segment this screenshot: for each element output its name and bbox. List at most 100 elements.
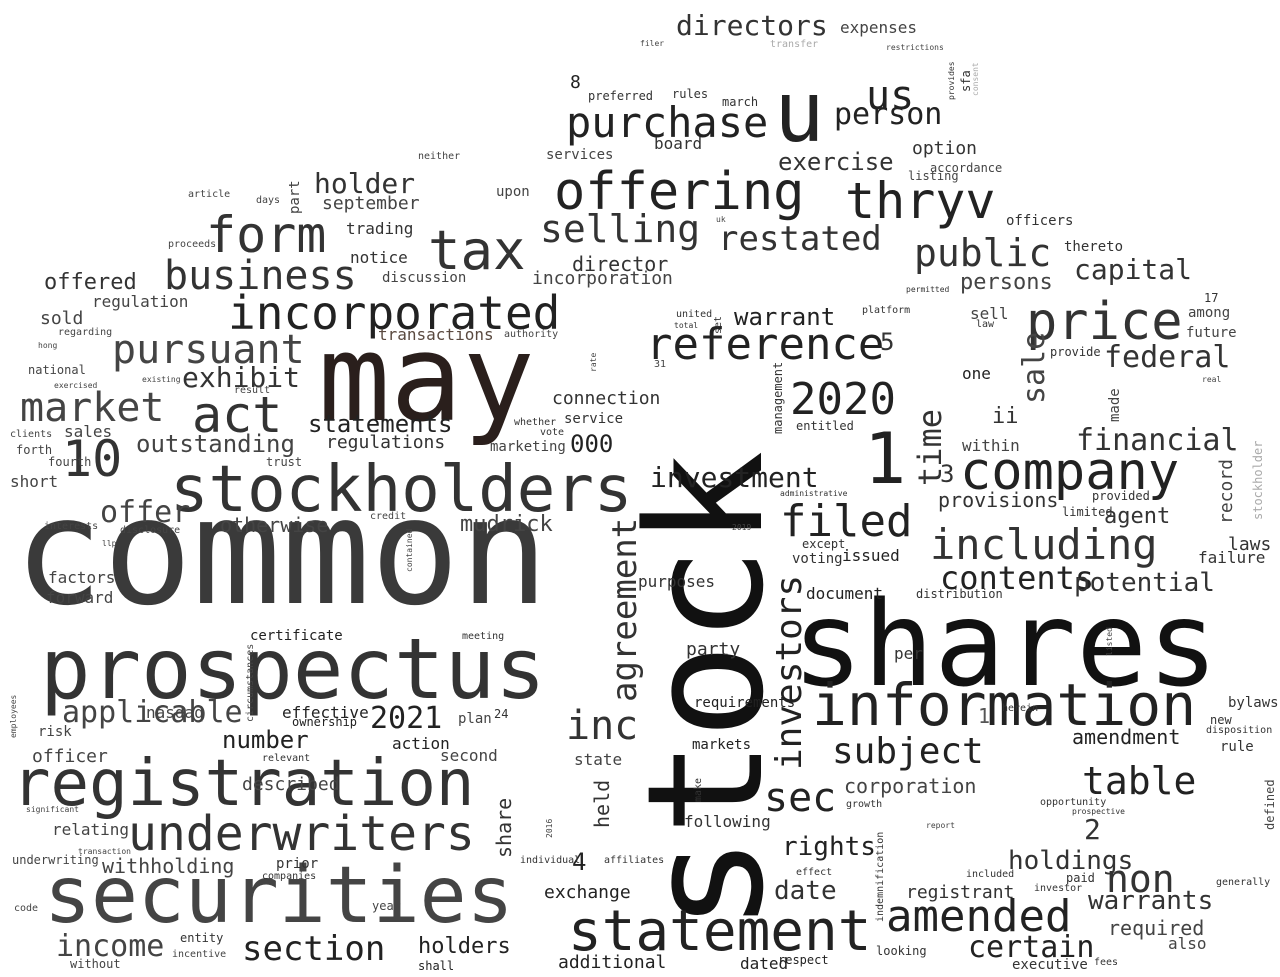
word-rule: rule xyxy=(1220,739,1254,755)
word-forth: forth xyxy=(16,443,53,457)
word-holdings: holdings xyxy=(1008,846,1134,876)
word-sell: sell xyxy=(970,304,1009,323)
word-forward: forward xyxy=(46,588,114,607)
word-capital: capital xyxy=(1074,253,1193,286)
word-trading: trading xyxy=(346,219,414,238)
word-sale: sale xyxy=(1017,331,1052,404)
word-risk: risk xyxy=(38,724,72,740)
word-laws: laws xyxy=(1228,534,1272,555)
word-contained: contained xyxy=(405,528,414,572)
word-listing: listing xyxy=(908,169,959,183)
word-effective: effective xyxy=(282,703,369,722)
word-indemnification: indemnification xyxy=(875,831,886,922)
word-set: set xyxy=(713,315,724,334)
word-financial: financial xyxy=(1076,423,1239,458)
word-growth: growth xyxy=(846,799,883,810)
word-distribution: distribution xyxy=(916,587,1003,601)
word-provide: provide xyxy=(1050,345,1101,359)
word-form: form xyxy=(206,206,327,264)
word-market: market xyxy=(20,385,165,431)
word-2: 2 xyxy=(1084,813,1101,846)
word-person: person xyxy=(834,97,943,132)
word-10: 10 xyxy=(62,430,123,488)
word-disposition: disposition xyxy=(1206,725,1273,736)
word-registrant: registrant xyxy=(906,882,1015,903)
word-exercised: exercised xyxy=(54,381,98,390)
word-voting: voting xyxy=(792,551,843,567)
word-interests: interests xyxy=(44,521,99,532)
word-connection: connection xyxy=(552,388,661,409)
word-filed: filed xyxy=(780,496,913,547)
word-federal: federal xyxy=(1104,340,1231,375)
word-may: may xyxy=(318,310,535,449)
word-pursuant: pursuant xyxy=(112,327,305,373)
word-clients: clients xyxy=(10,429,53,440)
word-warrants: warrants xyxy=(1088,886,1214,916)
word-withholding: withholding xyxy=(102,854,235,878)
word-trust: trust xyxy=(266,455,303,469)
word-record: record xyxy=(1216,458,1237,524)
word-1: 1 xyxy=(978,704,991,728)
word-shall: shall xyxy=(418,959,455,973)
word-2020: 2020 xyxy=(790,374,896,425)
word-second: second xyxy=(440,746,498,765)
word-000: 000 xyxy=(570,430,614,458)
word-certificate: certificate xyxy=(250,628,343,644)
word-provisions: provisions xyxy=(938,488,1059,512)
word-bylaws: bylaws xyxy=(1228,695,1279,711)
word-administrative: administrative xyxy=(780,489,848,498)
word-certain: certain xyxy=(968,930,1095,965)
word-made: made xyxy=(1107,388,1123,422)
word-platform: platform xyxy=(862,305,911,316)
word-8: 8 xyxy=(570,72,581,93)
word-discussion: discussion xyxy=(382,270,467,286)
word-section: section xyxy=(242,929,386,969)
word-shares: shares xyxy=(792,575,1219,713)
word-option: option xyxy=(912,138,978,159)
word-services: services xyxy=(546,147,614,163)
word-described: described xyxy=(242,774,340,795)
word-preferred: preferred xyxy=(588,89,654,103)
word-rules: rules xyxy=(672,87,709,101)
word-national: national xyxy=(28,363,86,377)
word-exercise: exercise xyxy=(778,148,894,176)
word-number: number xyxy=(222,726,309,754)
word-state: state xyxy=(574,750,623,769)
word-ownership: ownership xyxy=(292,715,358,729)
word-limited: limited xyxy=(1062,505,1113,519)
word-2016: 2016 xyxy=(545,818,554,838)
word-authority: authority xyxy=(504,329,559,340)
word-warrant: warrant xyxy=(734,303,836,331)
word-llp: llp xyxy=(102,539,117,548)
word-entitled: entitled xyxy=(796,419,854,433)
word-rights: rights xyxy=(782,832,876,862)
word-board: board xyxy=(654,134,703,153)
word-underwriters: underwriters xyxy=(128,806,475,862)
word-among: among xyxy=(1188,305,1231,321)
word-non: non xyxy=(1106,857,1175,901)
word-party: party xyxy=(686,639,741,660)
word-year: year xyxy=(372,899,401,913)
word-included: included xyxy=(966,869,1015,880)
word-neither: neither xyxy=(418,151,461,162)
word-corporation: corporation xyxy=(844,774,977,798)
word-stockholders: stockholders xyxy=(170,453,633,527)
word-article: article xyxy=(188,189,231,200)
word-factors: factors xyxy=(48,568,116,587)
word-uk: uk xyxy=(716,215,726,224)
word-business: business xyxy=(164,253,357,299)
word-underwriting: underwriting xyxy=(12,853,99,867)
word-listed: listed xyxy=(1105,627,1114,656)
word-amended: amended xyxy=(886,891,1072,942)
word-action: action xyxy=(392,734,450,753)
word-agreement: agreement xyxy=(605,517,645,702)
word-looking: looking xyxy=(876,944,927,958)
word-potential: potential xyxy=(1074,568,1215,598)
word-transactions: transactions xyxy=(378,325,494,344)
word-company: company xyxy=(960,442,1180,502)
word-credit: credit xyxy=(370,511,407,522)
word-rate: rate xyxy=(589,352,598,372)
word-days: days xyxy=(256,195,281,206)
word-securities: securities xyxy=(44,851,514,941)
